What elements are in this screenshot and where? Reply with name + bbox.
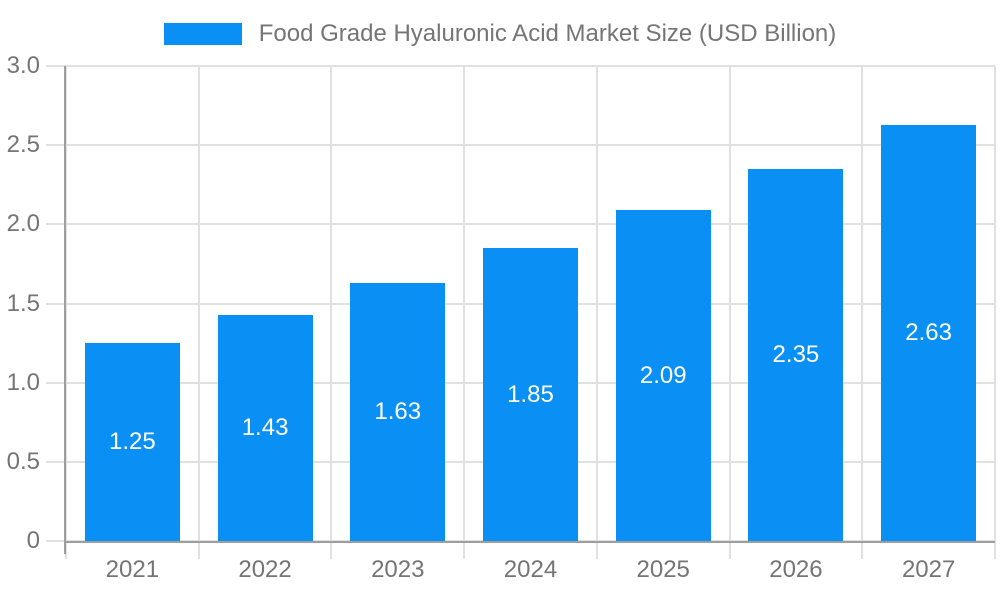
y-axis-label: 3.0 (6, 52, 40, 79)
gridline-v (65, 66, 67, 559)
gridline-h (46, 144, 995, 147)
bar-value-label: 1.25 (108, 428, 156, 456)
gridline-h (46, 223, 995, 226)
bar-value-label: 2.09 (639, 361, 687, 389)
bar-2021: 1.25 (84, 343, 180, 541)
gridline-v (197, 66, 200, 559)
bar-2022: 1.43 (217, 314, 313, 541)
x-axis-label: 2026 (769, 556, 823, 583)
bar-2026: 2.35 (748, 168, 844, 541)
gridline-v (330, 66, 333, 559)
plot-area: 0 0.5 1.0 1.5 2.0 2.5 3.0 1.25 2021 1.43 2022 1.63 2… (7, 52, 996, 583)
y-axis-label: 0.5 (6, 447, 40, 475)
y-axis-label: 0 (26, 527, 40, 554)
x-axis-label: 2021 (105, 556, 160, 583)
bar-2024: 1.85 (483, 248, 578, 541)
legend-swatch-icon (163, 23, 242, 45)
gridline-v (994, 66, 996, 559)
gridline-v (728, 66, 731, 559)
bar-value-label: 2.35 (772, 340, 820, 368)
gridline-v (861, 66, 864, 559)
bar-2023: 1.63 (350, 282, 446, 541)
bar-value-label: 2.63 (905, 318, 952, 346)
x-axis-label: 2022 (238, 556, 292, 583)
gridline-h (46, 65, 995, 67)
bar-value-label: 1.85 (507, 380, 554, 408)
x-axis-label: 2027 (901, 556, 956, 583)
legend-label: Food Grade Hyaluronic Acid Market Size (… (258, 20, 837, 47)
chart-legend[interactable]: Food Grade Hyaluronic Acid Market Size (… (0, 20, 1000, 48)
x-axis-label: 2024 (503, 556, 558, 583)
bar-2025: 2.09 (615, 210, 711, 541)
bar-2027: 2.63 (881, 124, 977, 541)
x-axis-label: 2025 (636, 556, 690, 583)
y-axis-label: 2.5 (6, 131, 40, 159)
y-axis-line (64, 66, 66, 554)
bar-value-label: 1.43 (241, 413, 289, 441)
y-axis-label: 1.5 (6, 289, 40, 317)
gridline-v (463, 66, 466, 559)
x-axis-line (64, 541, 995, 543)
y-axis-label: 2.0 (6, 210, 40, 238)
y-axis-label: 1.0 (6, 368, 40, 396)
gridline-v (595, 66, 598, 559)
x-axis-label: 2023 (371, 556, 425, 583)
bar-value-label: 1.63 (374, 397, 422, 425)
